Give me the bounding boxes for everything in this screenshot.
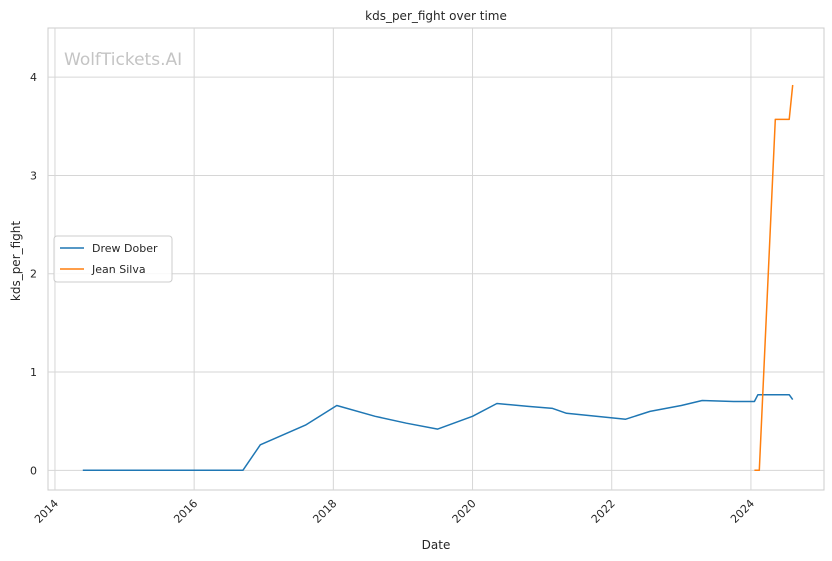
x-tick-label: 2020 <box>450 497 479 526</box>
x-axis-label: Date <box>422 538 451 552</box>
y-tick-labels: 0 1 2 3 4 <box>30 71 37 477</box>
y-tick-label: 3 <box>30 169 37 182</box>
y-tick-label: 1 <box>30 366 37 379</box>
x-tick-label: 2014 <box>32 497 61 526</box>
x-tick-label: 2024 <box>728 497 757 526</box>
legend: Drew Dober Jean Silva <box>53 235 173 283</box>
series-line-jean-silva <box>754 84 794 472</box>
x-tick-label: 2018 <box>310 497 339 526</box>
y-tick-label: 2 <box>30 268 37 281</box>
watermark: WolfTickets.AI <box>64 50 182 70</box>
series-lines <box>82 84 794 472</box>
x-tick-labels: 2014 2016 2018 2020 2022 2024 <box>32 497 757 526</box>
grid <box>48 28 824 490</box>
x-tick-label: 2022 <box>589 497 618 526</box>
y-axis-label: kds_per_fight <box>9 221 23 302</box>
legend-label: Drew Dober <box>92 242 158 255</box>
y-tick-label: 4 <box>30 71 37 84</box>
series-line-drew-dober <box>82 393 794 472</box>
chart-title: kds_per_fight over time <box>365 9 507 23</box>
y-tick-label: 0 <box>30 464 37 477</box>
x-tick-label: 2016 <box>171 497 200 526</box>
plot-area <box>47 27 825 491</box>
legend-label: Jean Silva <box>91 263 146 276</box>
